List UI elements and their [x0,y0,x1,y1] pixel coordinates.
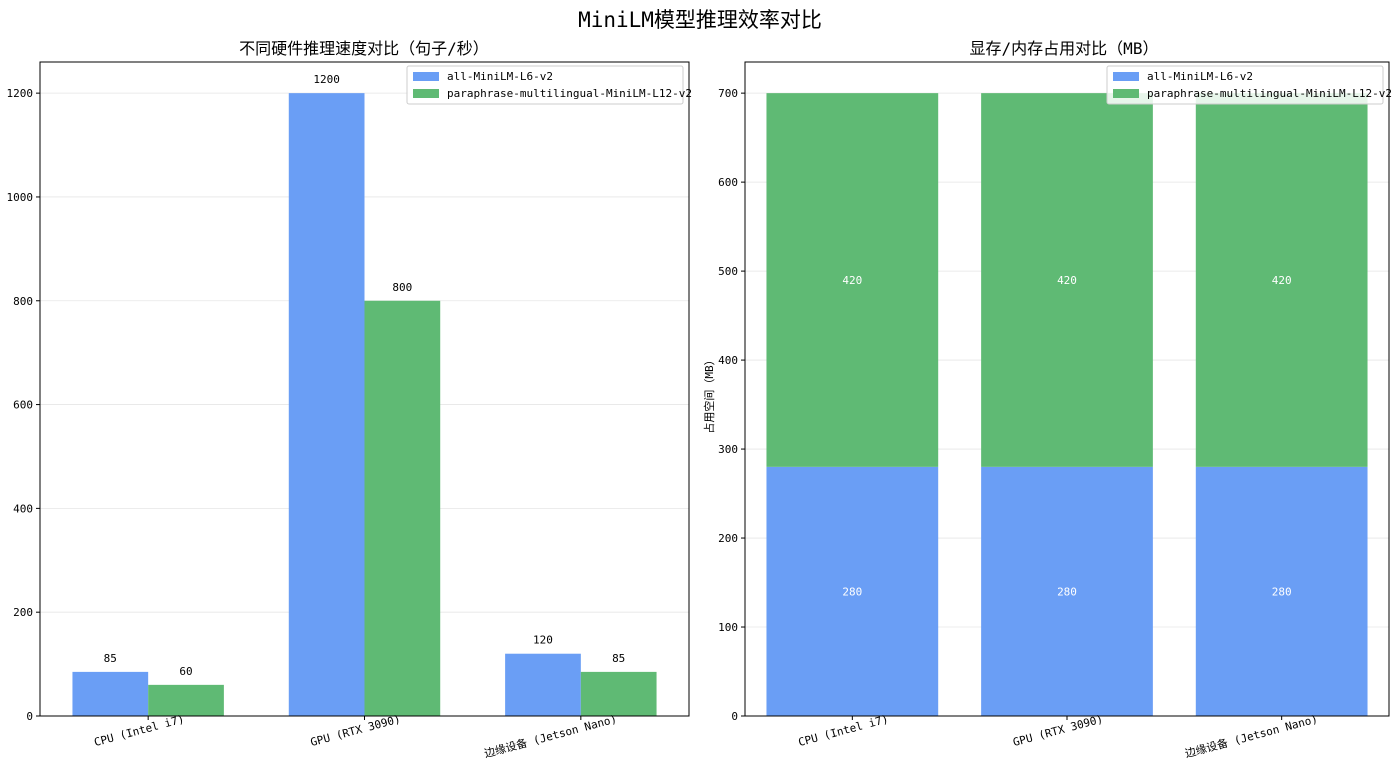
y-tick-label: 800 [13,295,33,308]
y-tick-label: 400 [718,354,738,367]
speed-chart-legend: all-MiniLM-L6-v2 paraphrase-multilingual-… [406,65,692,105]
legend-swatch [1113,72,1139,81]
speed-chart: 不同硬件推理速度对比（句子/秒） 85 1200 120 60 800 85 0 200 40… [7,39,693,760]
y-tick-label: 600 [718,176,738,189]
bar-segment [1195,93,1368,467]
speed-chart-x-ticks: CPU (Intel i7) GPU (RTX 3090) 边缘设备 (Jetson… [93,712,619,761]
legend-label: all-MiniLM-L6-v2 [1147,70,1253,83]
speed-chart-bars [72,93,657,716]
legend-swatch [1113,89,1139,98]
bar [72,671,149,716]
bar-segment [1195,466,1368,716]
bar [288,93,365,716]
memory-chart-bars [766,93,1368,716]
y-tick-label: 0 [26,710,33,723]
bar-segment-value-label: 420 [1272,274,1292,287]
y-tick-label: 500 [718,265,738,278]
memory-chart-x-ticks: CPU (Intel i7) GPU (RTX 3090) 边缘设备 (Jetson… [797,712,1319,761]
legend-swatch [413,72,439,81]
bar-value-label: 85 [612,652,625,665]
bar-value-label: 1200 [313,73,340,86]
bar-value-label: 60 [179,665,192,678]
y-tick-label: 200 [718,532,738,545]
x-tick-label: GPU (RTX 3090) [1012,713,1105,750]
legend-label: all-MiniLM-L6-v2 [447,70,553,83]
memory-chart-legend: all-MiniLM-L6-v2 paraphrase-multilingual-… [1106,65,1392,105]
bar-value-label: 120 [533,634,553,647]
y-tick-label: 1000 [7,191,34,204]
bar-value-label: 85 [104,652,117,665]
speed-chart-y-ticks: 0 200 400 600 800 1000 1200 [7,87,40,723]
x-tick-label: GPU (RTX 3090) [309,713,402,750]
legend-label: paraphrase-multilingual-MiniLM-L12-v2 [1147,87,1392,100]
bar-segment-value-label: 420 [1057,274,1077,287]
legend-box [1106,65,1384,105]
bar-segment-value-label: 280 [1057,585,1077,598]
y-tick-label: 300 [718,443,738,456]
bar-segment-value-label: 280 [842,585,862,598]
memory-chart-y-axis-label: 占用空间（MB） [702,354,716,433]
x-tick-label: 边缘设备 (Jetson Nano) [1183,712,1319,761]
bar [505,653,581,716]
bar-segment [981,466,1153,716]
speed-chart-value-labels: 85 1200 120 60 800 85 [104,73,626,678]
bar [580,671,657,716]
bar-segment-value-label: 420 [842,274,862,287]
legend-swatch [413,89,439,98]
x-tick-label: 边缘设备 (Jetson Nano) [483,712,619,761]
memory-chart-y-ticks: 0 100 200 300 400 500 600 700 [718,87,745,723]
memory-chart-value-labels: 280 280 280 420 420 420 [842,274,1291,598]
y-tick-label: 200 [13,606,33,619]
y-tick-label: 400 [13,502,33,515]
legend-box [406,65,684,105]
figure-title: MiniLM模型推理效率对比 [578,8,822,32]
x-tick-label: CPU (Intel i7) [93,713,186,750]
memory-chart-title: 显存/内存占用对比（MB） [970,39,1159,58]
y-tick-label: 700 [718,87,738,100]
bar [364,300,441,716]
y-tick-label: 0 [731,710,738,723]
speed-chart-title: 不同硬件推理速度对比（句子/秒） [239,39,489,58]
y-tick-label: 100 [718,621,738,634]
y-tick-label: 1200 [7,87,34,100]
bar-segment [981,93,1153,467]
bar-segment [766,466,939,716]
bar-segment [766,93,939,467]
x-tick-label: CPU (Intel i7) [797,713,890,750]
legend-label: paraphrase-multilingual-MiniLM-L12-v2 [447,87,692,100]
memory-chart: 显存/内存占用对比（MB） 占用空间（MB） 280 280 280 420 420 42… [702,39,1392,760]
bar [148,684,224,716]
y-tick-label: 600 [13,399,33,412]
bar-segment-value-label: 280 [1272,585,1292,598]
bar-value-label: 800 [392,281,412,294]
